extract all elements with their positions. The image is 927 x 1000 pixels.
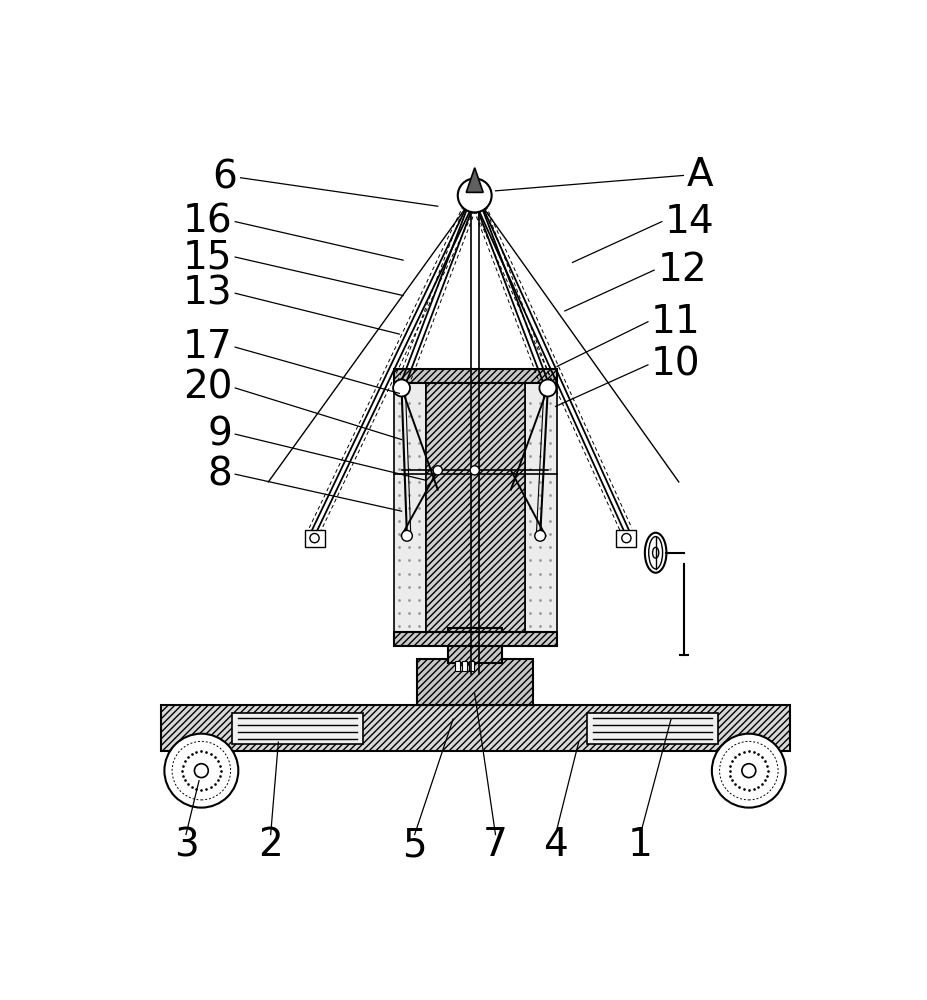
Text: 14: 14	[665, 203, 715, 241]
Text: A: A	[687, 156, 713, 194]
Circle shape	[458, 179, 491, 212]
Bar	[232, 713, 363, 744]
Text: 6: 6	[212, 159, 237, 197]
Text: 2: 2	[259, 826, 283, 864]
Bar	[454, 661, 460, 671]
Circle shape	[164, 734, 238, 808]
Bar	[462, 661, 467, 671]
Text: 9: 9	[208, 415, 232, 453]
Bar	[525, 383, 557, 632]
Ellipse shape	[653, 547, 659, 558]
Circle shape	[393, 379, 410, 396]
Circle shape	[622, 533, 631, 543]
Text: 15: 15	[183, 238, 232, 276]
Bar	[468, 661, 474, 671]
Text: 8: 8	[208, 455, 232, 493]
Bar	[448, 628, 502, 663]
Bar	[587, 713, 718, 744]
Text: 13: 13	[183, 274, 232, 312]
Text: 16: 16	[183, 203, 232, 241]
Text: 7: 7	[483, 826, 508, 864]
Polygon shape	[466, 168, 483, 192]
Bar	[160, 705, 791, 751]
Ellipse shape	[649, 537, 663, 569]
Circle shape	[310, 533, 319, 543]
Circle shape	[195, 764, 209, 778]
Text: 11: 11	[651, 303, 701, 341]
Circle shape	[401, 530, 413, 541]
Bar	[417, 659, 533, 705]
Bar	[305, 530, 324, 547]
Circle shape	[470, 466, 479, 475]
Circle shape	[540, 379, 556, 396]
Text: 20: 20	[183, 369, 232, 407]
Text: 4: 4	[543, 826, 568, 864]
Circle shape	[742, 764, 756, 778]
Text: 5: 5	[402, 826, 427, 864]
Circle shape	[433, 466, 442, 475]
Ellipse shape	[645, 533, 667, 573]
Bar	[394, 369, 557, 383]
Text: 12: 12	[657, 251, 706, 289]
Text: 1: 1	[628, 826, 653, 864]
Circle shape	[712, 734, 786, 808]
Text: 17: 17	[183, 328, 232, 366]
Bar	[394, 383, 426, 632]
Text: 3: 3	[173, 826, 198, 864]
Bar	[426, 383, 525, 632]
Text: 10: 10	[651, 346, 701, 384]
Circle shape	[535, 530, 546, 541]
Bar	[394, 632, 557, 646]
Bar	[616, 530, 637, 547]
